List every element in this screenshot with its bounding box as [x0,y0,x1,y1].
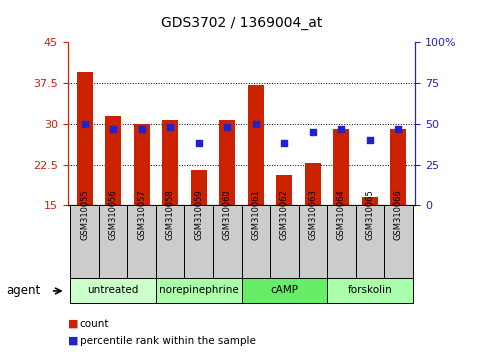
Bar [248,85,264,205]
Bar [77,72,93,205]
Bar [99,205,128,278]
Point [195,141,202,146]
Text: GSM310057: GSM310057 [137,189,146,240]
Text: norepinephrine: norepinephrine [159,285,239,295]
Point [223,124,231,130]
Text: GSM310061: GSM310061 [251,189,260,240]
Bar [219,120,235,205]
Text: GSM310056: GSM310056 [109,189,118,240]
Point [81,121,88,127]
Text: agent: agent [6,285,40,297]
Bar [327,278,412,303]
Bar [327,205,355,278]
Bar [242,278,327,303]
Bar [213,205,242,278]
Bar [384,205,412,278]
Bar [71,205,99,278]
Text: untreated: untreated [87,285,139,295]
Text: ■: ■ [68,319,78,329]
Bar [276,176,292,205]
Text: cAMP: cAMP [270,285,298,295]
Text: GSM310060: GSM310060 [223,189,232,240]
Bar [134,124,150,205]
Bar [156,278,242,303]
Text: GSM310063: GSM310063 [308,189,317,240]
Text: GDS3702 / 1369004_at: GDS3702 / 1369004_at [161,16,322,30]
Text: ■: ■ [68,336,78,346]
Point [395,126,402,132]
Point [252,121,260,127]
Bar [162,120,178,205]
Text: GSM310064: GSM310064 [337,189,346,240]
Bar [156,205,185,278]
Point [309,129,317,135]
Bar [355,205,384,278]
Text: forskolin: forskolin [347,285,392,295]
Point [138,126,145,132]
Bar [362,197,378,205]
Text: GSM310058: GSM310058 [166,189,175,240]
Point [338,126,345,132]
Bar [298,205,327,278]
Bar [185,205,213,278]
Bar [305,163,321,205]
Bar [270,205,298,278]
Bar [71,278,156,303]
Point [166,124,174,130]
Bar [242,205,270,278]
Text: percentile rank within the sample: percentile rank within the sample [80,336,256,346]
Text: GSM310059: GSM310059 [194,189,203,240]
Text: GSM310066: GSM310066 [394,189,403,240]
Bar [333,129,349,205]
Point [109,126,117,132]
Text: GSM310055: GSM310055 [80,189,89,240]
Bar [105,116,121,205]
Bar [128,205,156,278]
Text: GSM310065: GSM310065 [365,189,374,240]
Point [281,141,288,146]
Text: count: count [80,319,109,329]
Bar [390,129,406,205]
Point [366,137,374,143]
Bar [191,170,207,205]
Text: GSM310062: GSM310062 [280,189,289,240]
